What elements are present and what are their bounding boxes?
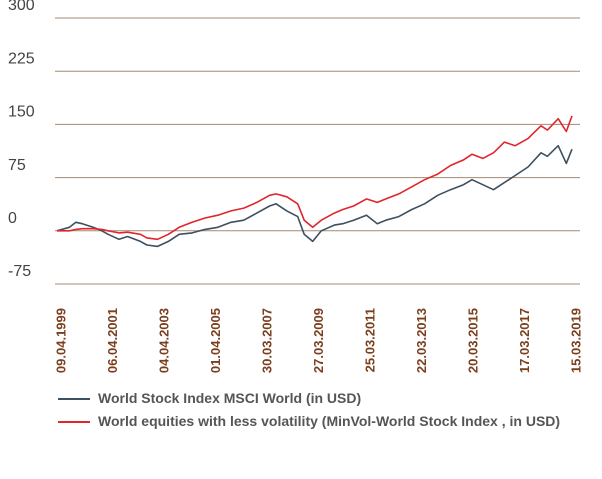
y-tick-label: 0 (8, 210, 17, 227)
x-tick-label: 06.04.2001 (105, 308, 120, 373)
y-tick-label: 150 (8, 104, 35, 121)
x-tick-label: 30.03.2007 (259, 308, 274, 373)
x-tick-label: 27.03.2009 (311, 308, 326, 373)
y-tick-label: 300 (8, 0, 35, 14)
legend-swatch (58, 421, 90, 423)
legend-label: World equities with less volatility (Min… (98, 413, 561, 429)
x-tick-label: 22.03.2013 (414, 308, 429, 373)
x-tick-label: 20.03.2015 (465, 308, 480, 373)
legend-swatch (58, 398, 90, 400)
legend-label: World Stock Index MSCI World (in USD) (98, 390, 362, 406)
legend-item: World Stock Index MSCI World (in USD) (58, 390, 568, 407)
y-tick-label: 225 (8, 50, 35, 67)
x-tick-label: 01.04.2005 (208, 308, 223, 373)
x-tick-label: 09.04.1999 (53, 308, 68, 373)
x-tick-label: 17.03.2017 (517, 308, 532, 373)
legend-item: World equities with less volatility (Min… (58, 413, 568, 430)
x-tick-label: 04.04.2003 (156, 308, 171, 373)
y-tick-label: -75 (8, 263, 31, 280)
x-tick-label: 25.03.2011 (362, 308, 377, 372)
y-tick-label: 75 (8, 157, 26, 174)
series-line (56, 144, 573, 248)
x-tick-label: 15.03.2019 (568, 308, 583, 373)
series-line (57, 115, 573, 241)
legend: World Stock Index MSCI World (in USD) Wor… (58, 390, 568, 436)
chart: -75 0 75 150 225 300 09.04.1999 06.04.2001 04.04… (8, 0, 583, 373)
